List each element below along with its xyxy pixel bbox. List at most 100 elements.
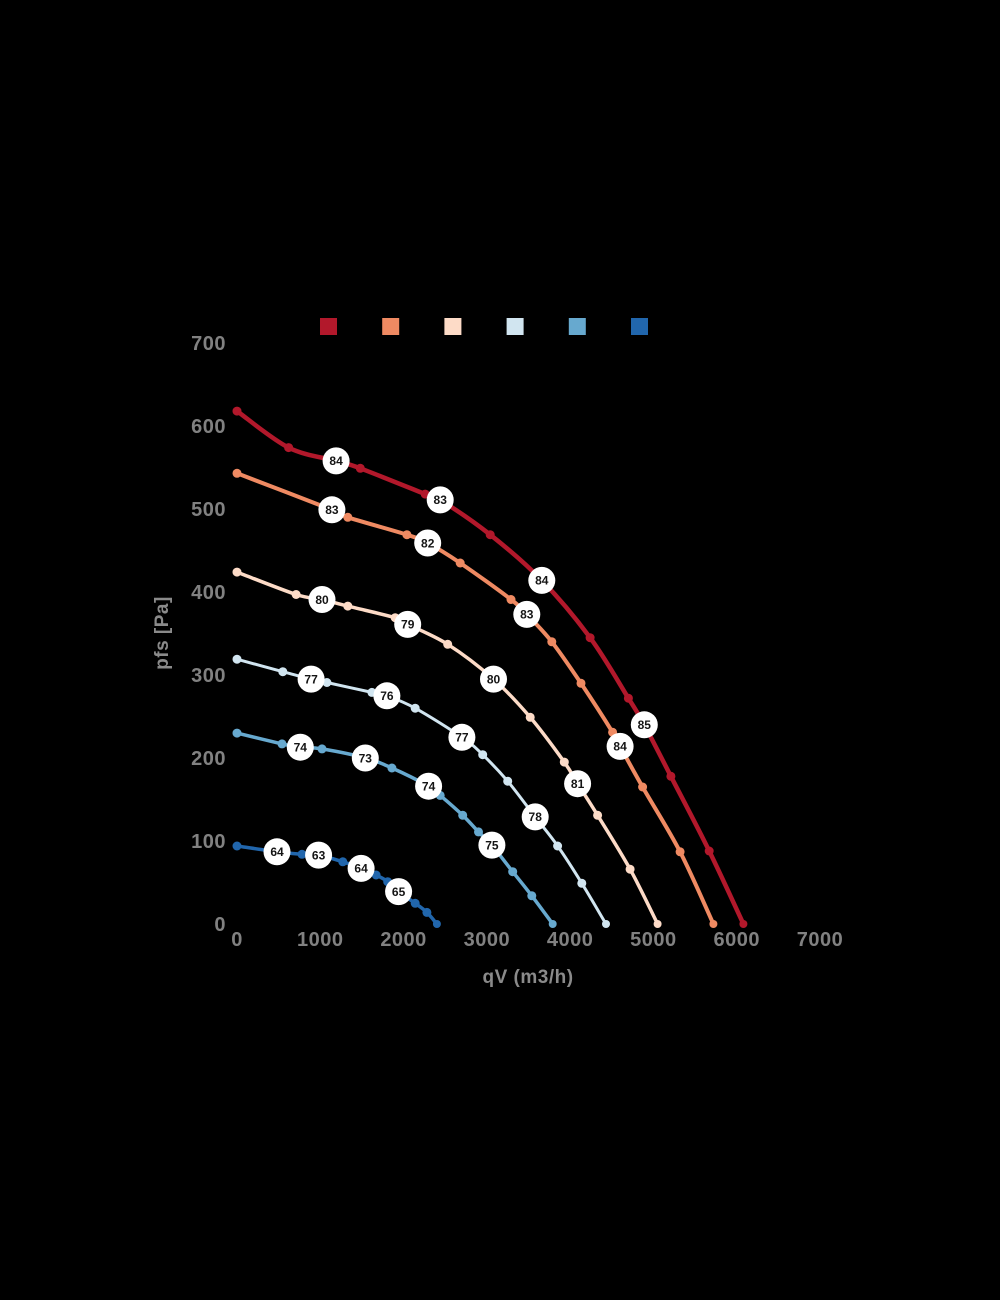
curve-1-point	[232, 406, 242, 416]
curve-3-efficiency-badge	[564, 770, 592, 798]
curve-4-efficiency-badge	[448, 723, 476, 751]
y-tick-label: 0	[214, 914, 226, 936]
curve-4-point	[553, 841, 563, 851]
curve-6-point	[232, 841, 242, 851]
curve-6-efficiency-badge	[305, 841, 333, 869]
curve-2-efficiency-badge	[606, 732, 634, 760]
curve-1-point	[623, 693, 633, 703]
legend-swatch-3[interactable]	[444, 318, 462, 335]
curve-1-point	[666, 771, 676, 781]
curve-6-efficiency-value: 63	[312, 848, 326, 862]
curve-6-efficiency-badge	[385, 878, 413, 906]
curve-2-efficiency-badge	[318, 496, 346, 524]
curve-4-efficiency-badge	[297, 665, 325, 693]
x-tick-label: 4000	[547, 929, 594, 951]
curve-4-point	[322, 678, 332, 687]
curve-3-point	[443, 639, 453, 649]
curve-1-efficiency-badge	[528, 566, 556, 594]
curve-1-efficiency-value: 85	[638, 718, 652, 732]
curve-3-point	[653, 920, 662, 928]
curve-3-point	[525, 712, 535, 722]
curve-2-point	[506, 595, 516, 604]
curve-2-efficiency-value: 84	[613, 740, 627, 754]
curve-3-point	[559, 757, 569, 767]
y-tick-label: 100	[191, 831, 226, 853]
curve-6-efficiency-badge	[263, 838, 291, 866]
curve-1-efficiency-value: 84	[535, 574, 549, 588]
curve-5-point	[387, 763, 397, 773]
curve-1-efficiency-value: 84	[329, 454, 343, 468]
legend-swatch-1[interactable]	[320, 318, 337, 335]
curve-5-point	[232, 728, 242, 738]
curve-1-point	[355, 463, 365, 473]
x-tick-label: 1000	[297, 929, 344, 951]
curve-4-efficiency-value: 77	[455, 731, 469, 745]
curve-4-efficiency-value: 78	[529, 810, 543, 824]
curve-6-efficiency-value: 64	[354, 862, 368, 876]
x-tick-label: 0	[231, 929, 243, 951]
legend-swatch-4[interactable]	[506, 318, 524, 335]
curve-4-point	[478, 750, 488, 760]
curve-3-efficiency-value: 80	[487, 672, 501, 686]
curve-3-efficiency-value: 81	[571, 777, 585, 791]
curve-2-point	[576, 678, 586, 688]
curve-5-point	[527, 891, 537, 901]
x-tick-label: 6000	[713, 929, 760, 951]
curve-4-point	[278, 667, 288, 677]
curve-3-point	[343, 601, 353, 611]
curve-1-point	[485, 530, 495, 540]
y-tick-label: 700	[191, 333, 226, 355]
curve-5-efficiency-badge	[415, 772, 443, 800]
curve-1-efficiency-badge	[630, 711, 658, 739]
legend-swatch-6[interactable]	[631, 318, 648, 335]
curve-3-efficiency-badge	[308, 586, 336, 613]
curve-1-point	[585, 633, 595, 643]
curve-4-point	[602, 920, 610, 928]
curve-5-efficiency-badge	[478, 831, 506, 859]
curve-4-point	[232, 654, 242, 664]
curve-5-point	[458, 810, 468, 820]
curve-4-point	[503, 776, 513, 786]
curve-5-efficiency-badge	[286, 733, 314, 761]
curve-2-point	[343, 512, 353, 522]
curve-5-efficiency-badge	[351, 744, 379, 772]
curve-2-point	[455, 558, 465, 568]
curve-6-point	[338, 857, 348, 867]
y-tick-label: 300	[191, 665, 226, 687]
curve-6-point	[422, 907, 432, 917]
curve-5-point	[277, 739, 287, 749]
x-tick-label: 3000	[464, 929, 511, 951]
curve-1-efficiency-badge	[426, 486, 454, 514]
curve-5-point	[474, 827, 483, 837]
y-tick-label: 500	[191, 499, 226, 521]
curve-6-point	[432, 920, 441, 928]
x-tick-label: 2000	[380, 929, 427, 951]
curve-2-efficiency-badge	[513, 600, 541, 628]
curve-4-point	[410, 703, 420, 713]
curve-4-point	[577, 878, 587, 888]
curve-3-point	[232, 567, 242, 577]
curve-6-point	[297, 849, 307, 859]
curve-2-point	[547, 637, 557, 647]
curve-3-point	[593, 810, 603, 820]
curve-2-efficiency-value: 82	[421, 536, 435, 550]
curve-2-efficiency-value: 83	[520, 608, 534, 622]
curve-2-point	[402, 530, 412, 540]
curve-5-point	[548, 920, 557, 928]
legend-swatch-5[interactable]	[568, 318, 586, 335]
y-tick-label: 600	[191, 416, 226, 438]
curve-3-efficiency-badge	[480, 665, 507, 693]
legend-swatch-2[interactable]	[382, 318, 400, 335]
curve-4-efficiency-value: 77	[304, 672, 318, 686]
curve-6-efficiency-badge	[347, 854, 375, 882]
curve-6-efficiency-value: 64	[270, 845, 284, 859]
curve-1-efficiency-value: 83	[434, 493, 448, 507]
curve-3-point	[625, 864, 635, 874]
curve-6-efficiency-value: 65	[392, 885, 406, 899]
y-tick-label: 400	[191, 582, 226, 604]
x-tick-label: 5000	[630, 929, 677, 951]
curve-3-point	[291, 590, 301, 599]
